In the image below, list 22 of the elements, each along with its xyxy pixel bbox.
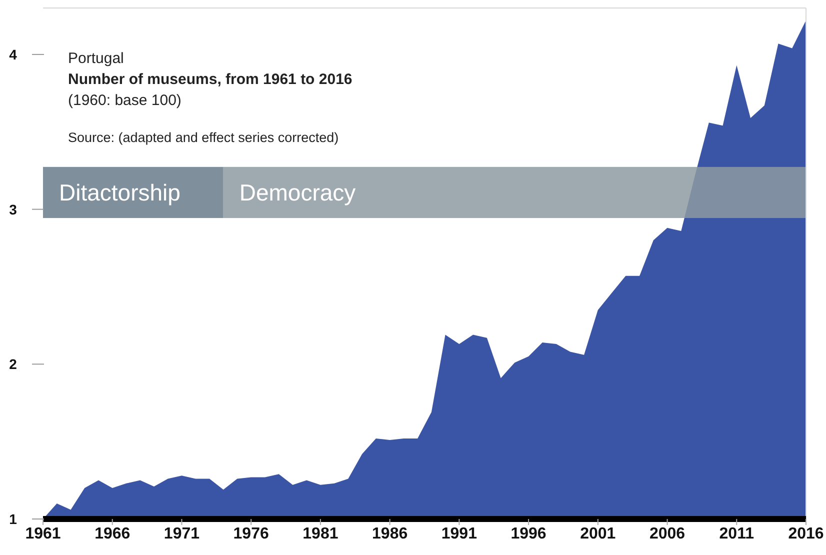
x-tick-label: 2001 <box>580 525 616 542</box>
x-tick-label: 2016 <box>788 525 824 542</box>
x-tick-label: 1991 <box>441 525 478 542</box>
y-tick-label: 1 <box>9 511 18 527</box>
band-label: Democracy <box>239 179 356 206</box>
annotation: Portugal <box>68 49 125 69</box>
y-tick-label: 3 <box>9 201 18 218</box>
y-tick-label: 2 <box>9 356 18 372</box>
x-tick-label: 2006 <box>649 525 686 542</box>
x-tick-label: 2011 <box>719 525 754 542</box>
text: Number of museums, from 1961 to 2016 <box>68 70 352 90</box>
band-label: Ditactorship <box>59 179 180 206</box>
x-tick-label: 1971 <box>164 525 200 542</box>
y-tick-label: 4 <box>9 46 18 62</box>
text: (1960: base 100) <box>68 91 182 111</box>
x-tick-label: 1981 <box>302 525 338 542</box>
x-tick-label: 1986 <box>372 525 408 542</box>
x-tick-label: 1966 <box>94 525 130 542</box>
x-tick-label: 1961 <box>25 525 61 542</box>
x-tick-label: 1976 <box>233 525 269 542</box>
annotation: Source: (adapted and effect series corrected) <box>68 129 340 147</box>
x-tick-label: 1996 <box>510 525 546 542</box>
